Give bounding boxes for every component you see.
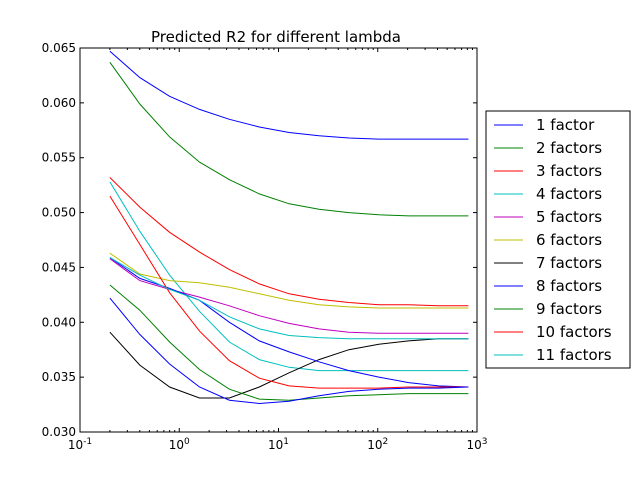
plot-frame xyxy=(79,47,478,433)
x-tick-label: 102 xyxy=(367,437,388,452)
y-tick-label: 0.065 xyxy=(42,41,76,55)
legend-label-9: 9 factors xyxy=(536,300,602,318)
legend-label-11: 11 factors xyxy=(536,346,612,364)
series-line-7 xyxy=(109,331,469,399)
legend-label-6: 6 factors xyxy=(536,231,602,249)
series-line-8 xyxy=(109,257,469,388)
legend-label-7: 7 factors xyxy=(536,254,602,272)
x-tick-label: 103 xyxy=(466,437,487,452)
unlabeled-series-line-1 xyxy=(109,297,469,405)
chart-title: Predicted R2 for different lambda xyxy=(151,28,401,46)
series-line-4 xyxy=(109,181,469,372)
legend-label-1: 1 factor xyxy=(536,116,595,134)
legend-label-5: 5 factors xyxy=(536,208,602,226)
legend-label-4: 4 factors xyxy=(536,185,602,203)
y-tick-label: 0.055 xyxy=(42,151,76,165)
legend: 1 factor 2 factors 3 factors 4 factors 5 fac… xyxy=(485,110,631,369)
series-line-1 xyxy=(109,50,469,140)
y-tick-label: 0.035 xyxy=(42,370,76,384)
series-line-3 xyxy=(109,177,469,307)
series-line-6 xyxy=(109,252,469,309)
series-line-2 xyxy=(109,62,469,217)
ticks-group: 0.030 0.035 0.040 0.045 0.050 0.055 0.060 0.065… xyxy=(42,41,488,452)
x-tick-label: 101 xyxy=(268,437,289,452)
legend-label-10: 10 factors xyxy=(536,323,612,341)
series-line-10 xyxy=(109,195,469,389)
series-line-9 xyxy=(109,284,469,401)
legend-label-3: 3 factors xyxy=(536,162,602,180)
x-tick-label: 100 xyxy=(169,437,190,452)
y-tick-label: 0.030 xyxy=(42,425,76,439)
legend-label-2: 2 factors xyxy=(536,139,602,157)
x-tick-label: 10-1 xyxy=(68,437,92,452)
y-tick-label: 0.060 xyxy=(42,96,76,110)
series-group xyxy=(109,50,469,405)
y-tick-label: 0.045 xyxy=(42,260,76,274)
series-line-11 xyxy=(109,257,469,340)
legend-label-8: 8 factors xyxy=(536,277,602,295)
y-tick-label: 0.040 xyxy=(42,315,76,329)
y-tick-label: 0.050 xyxy=(42,206,76,220)
